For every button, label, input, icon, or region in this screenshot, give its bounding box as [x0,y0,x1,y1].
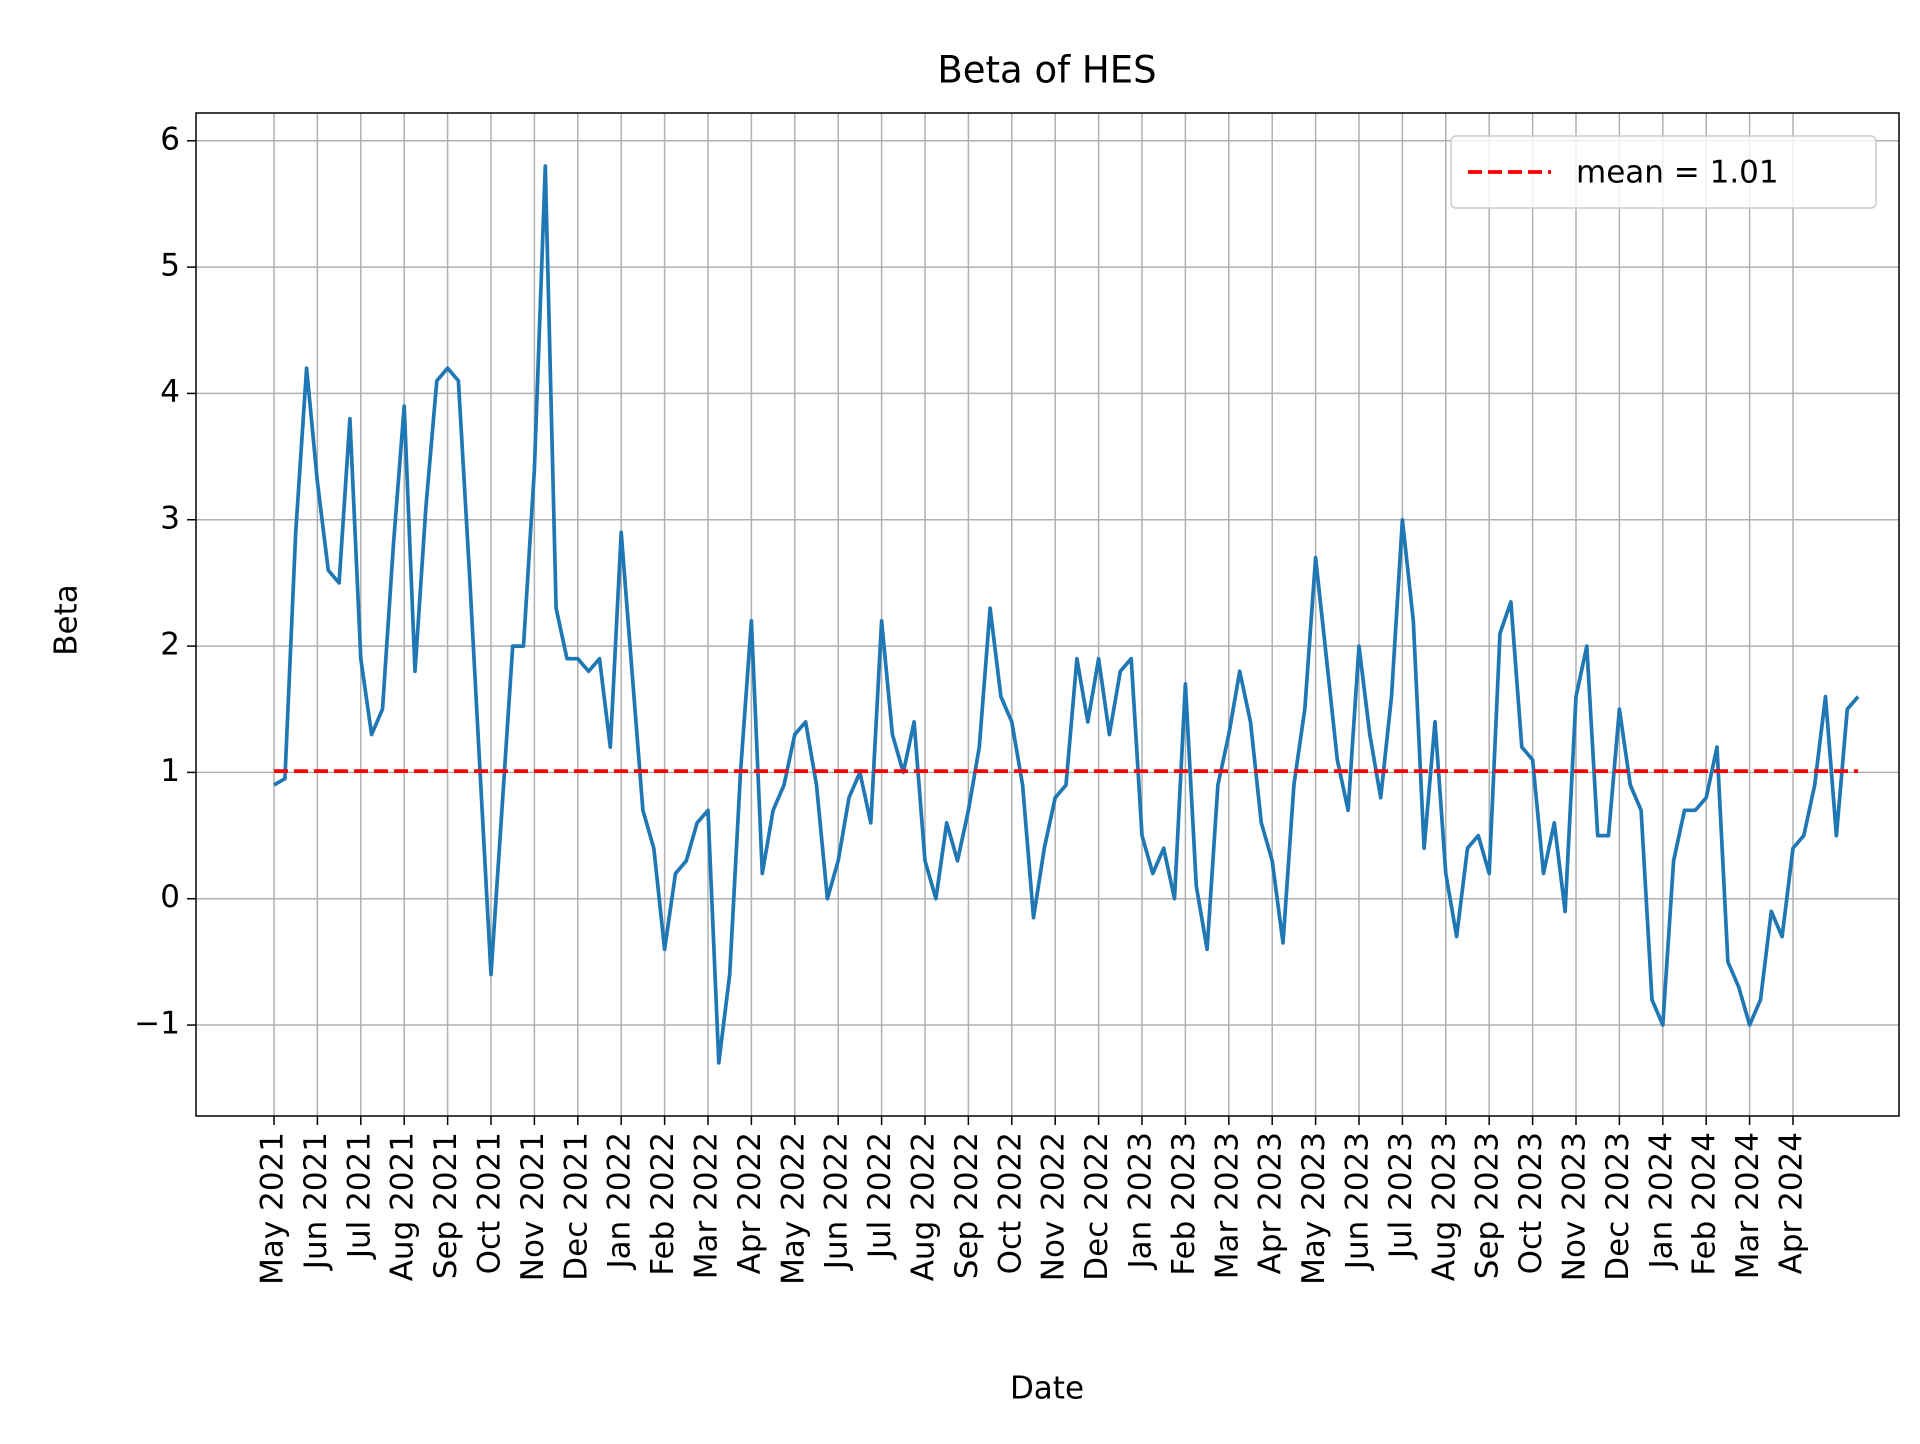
x-tick-label: Feb 2022 [645,1132,681,1276]
y-tick-label: 6 [160,121,180,157]
x-axis-label: Date [1010,1371,1084,1407]
y-tick-label: 1 [160,753,180,789]
y-tick-label: 4 [160,374,180,410]
x-tick-label: Mar 2024 [1730,1132,1766,1279]
x-tick-label: May 2022 [775,1132,811,1285]
x-tick-label: Aug 2021 [385,1132,421,1281]
x-tick-label: May 2023 [1296,1132,1332,1285]
x-tick-label: Jun 2021 [298,1132,334,1271]
x-tick-label: Apr 2023 [1253,1132,1289,1274]
x-tick-label: Jan 2022 [602,1132,638,1271]
x-tick-label: Sep 2021 [428,1132,464,1279]
x-tick-label: Jan 2024 [1643,1132,1679,1271]
x-tick-label: Oct 2021 [472,1132,508,1274]
x-tick-label: Jun 2023 [1340,1132,1376,1271]
x-tick-label: Jul 2023 [1383,1132,1419,1260]
x-tick-label: Oct 2022 [992,1132,1028,1274]
y-tick-label: 0 [160,879,180,915]
x-tick-label: Feb 2024 [1687,1132,1723,1276]
x-tick-label: Nov 2023 [1557,1132,1593,1281]
x-tick-label: Jun 2022 [819,1132,855,1271]
x-tick-label: Dec 2023 [1600,1132,1636,1281]
x-tick-label: Dec 2022 [1079,1132,1115,1281]
x-tick-label: Mar 2022 [689,1132,725,1279]
x-tick-label: May 2021 [255,1132,291,1285]
x-tick-label: Apr 2024 [1774,1132,1810,1274]
x-tick-label: Jul 2022 [862,1132,898,1260]
x-tick-label: Dec 2021 [558,1132,594,1281]
x-tick-label: Nov 2021 [515,1132,551,1281]
x-tick-label: Jul 2021 [341,1132,377,1260]
x-tick-label: Feb 2023 [1166,1132,1202,1276]
x-tick-label: Mar 2023 [1209,1132,1245,1279]
y-tick-label: 5 [160,248,180,284]
x-tick-label: Oct 2023 [1513,1132,1549,1274]
x-tick-label: Aug 2023 [1426,1132,1462,1281]
y-tick-label: 3 [160,500,180,536]
x-tick-label: Aug 2022 [906,1132,942,1281]
y-tick-label: −1 [134,1006,180,1042]
legend-label: mean = 1.01 [1576,155,1779,191]
y-axis-label: Beta [49,584,85,656]
plot-frame [195,112,1900,1117]
x-tick-label: Apr 2022 [732,1132,768,1274]
x-tick-label: Jan 2023 [1123,1132,1159,1271]
chart-title: Beta of HES [937,49,1156,92]
legend-box [1450,135,1877,209]
y-tick-label: 2 [160,627,180,663]
x-tick-label: Nov 2022 [1036,1132,1072,1281]
x-tick-label: Sep 2023 [1470,1132,1506,1279]
x-tick-label: Sep 2022 [949,1132,985,1279]
